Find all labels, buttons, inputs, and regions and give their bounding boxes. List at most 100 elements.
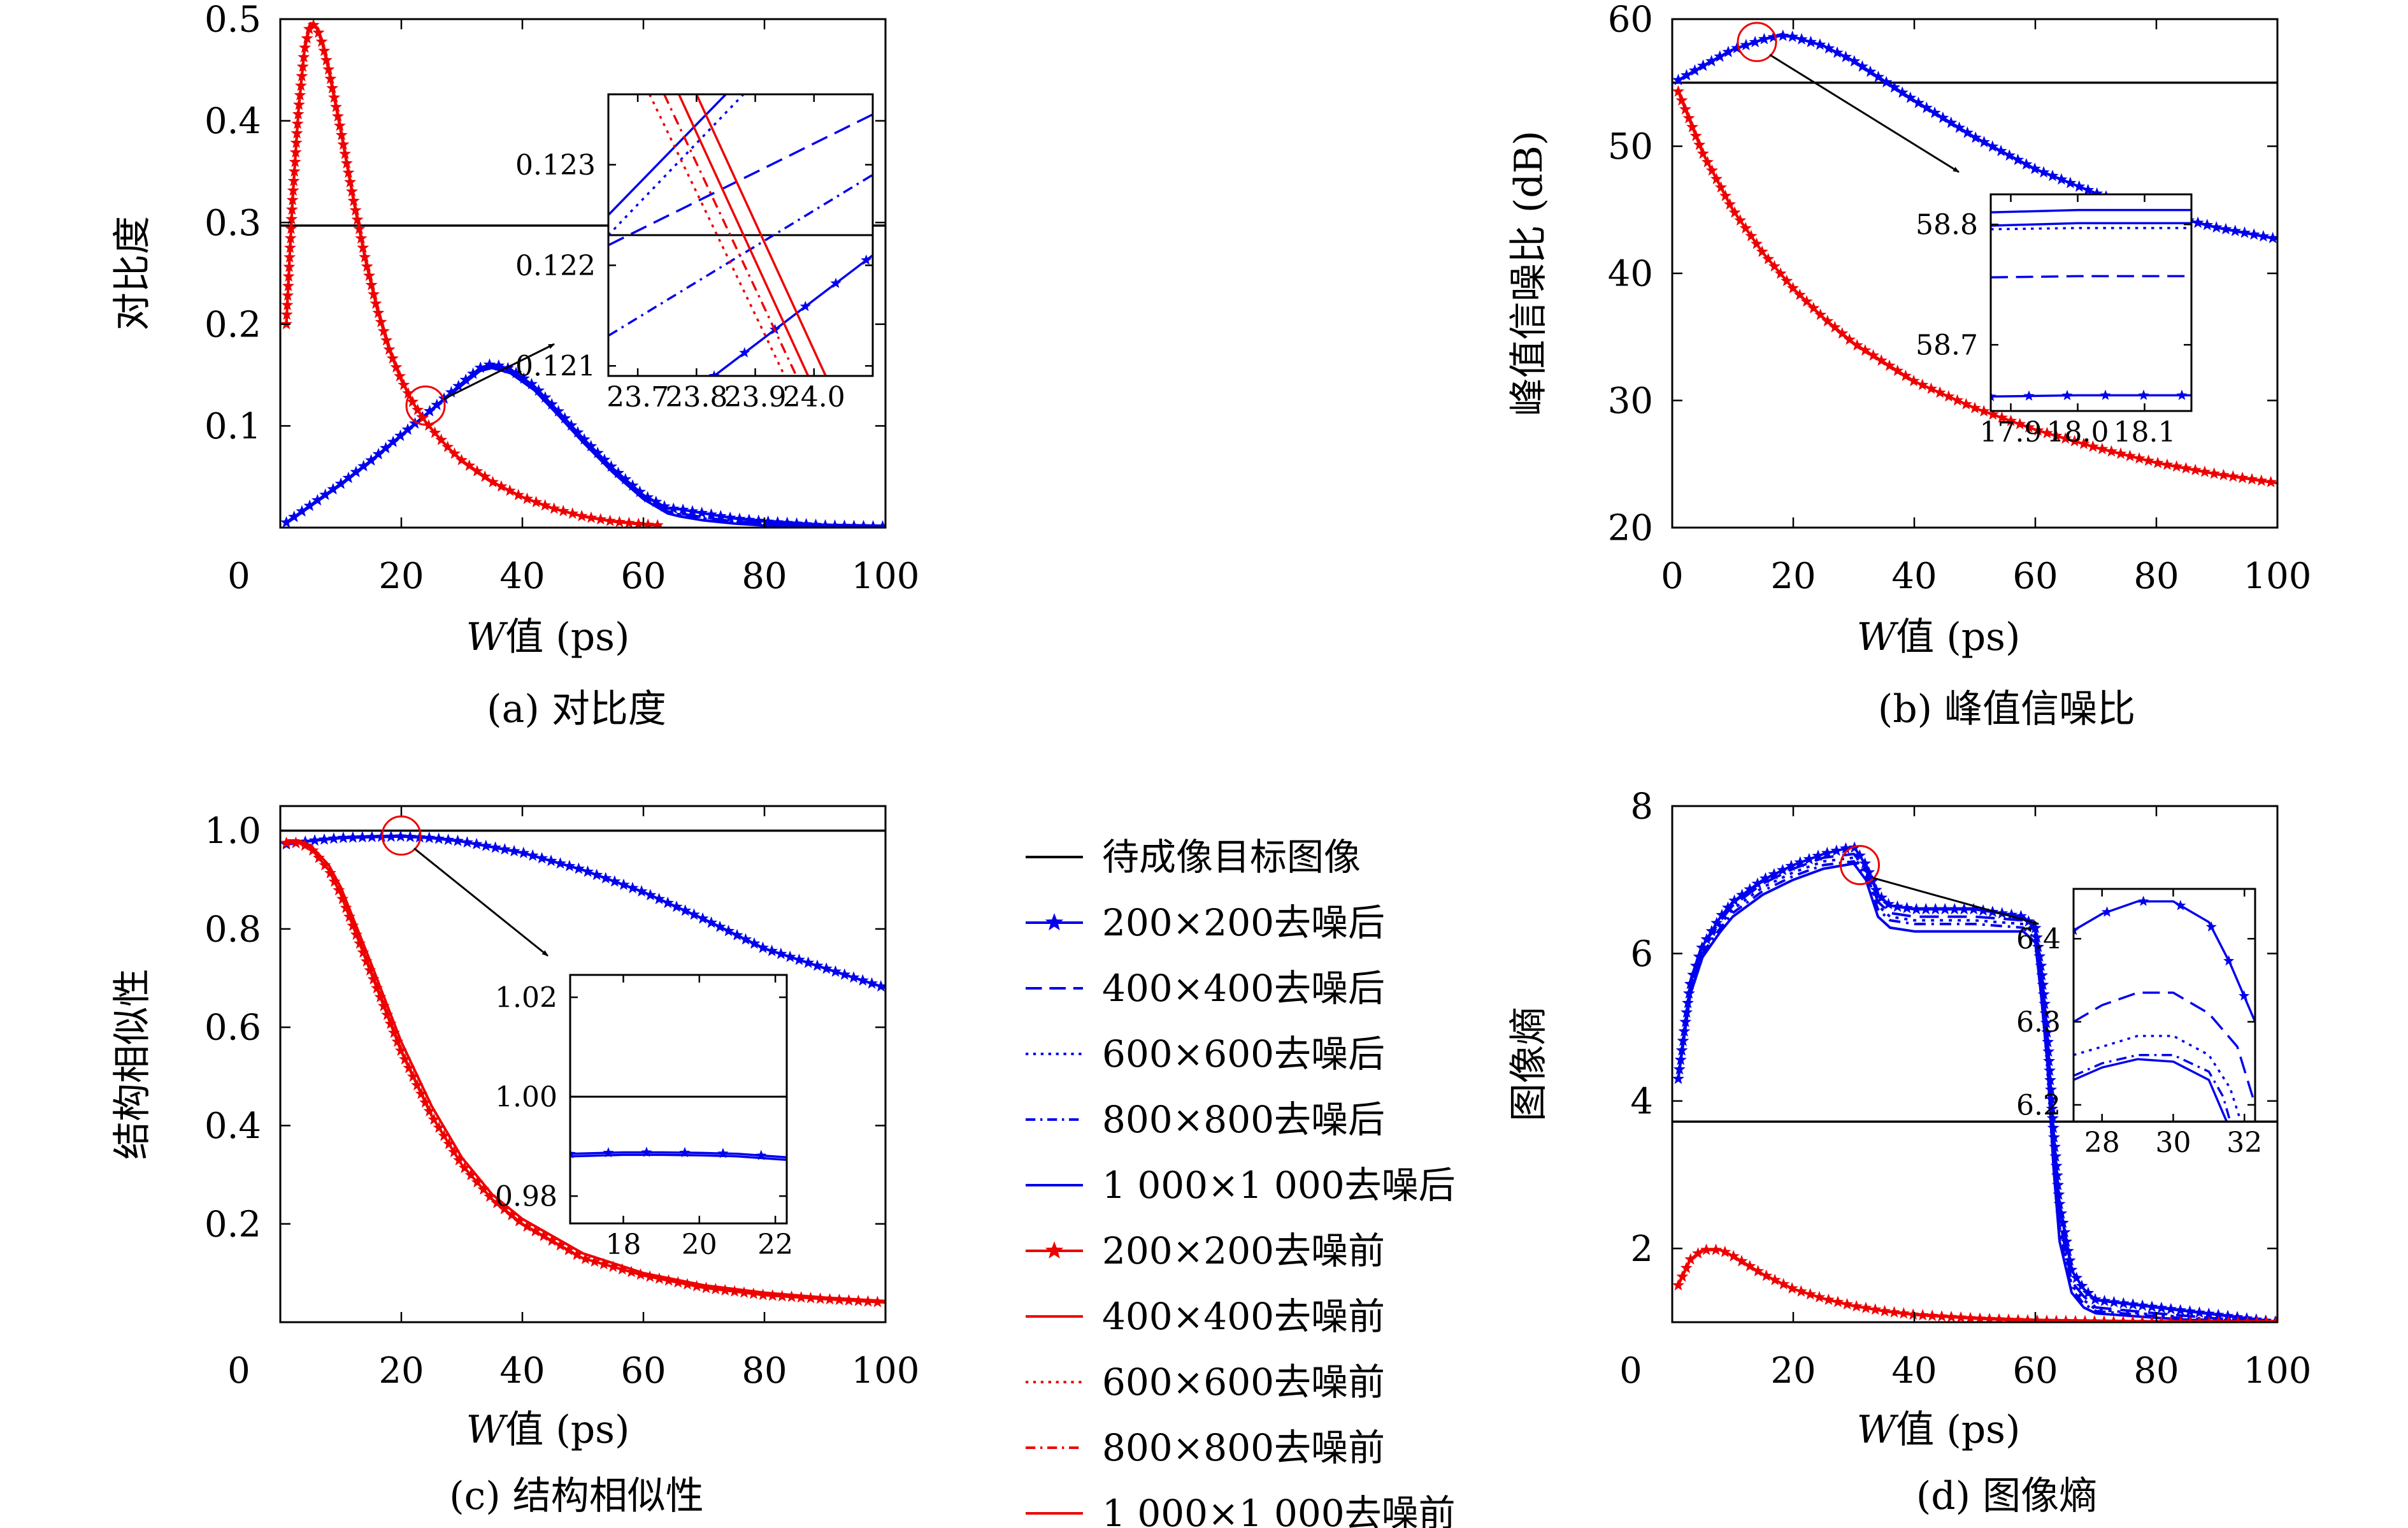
chart-c-x-tick-label: 20	[378, 1350, 424, 1392]
series-after-star-marker	[474, 361, 487, 373]
x-axis-label: W值 (ps)	[1857, 1408, 2021, 1452]
inset-series-after-star-marker	[2138, 389, 2149, 400]
inset-series-after-star-line	[570, 1151, 787, 1159]
y-axis-label: 图像熵	[1507, 1007, 1551, 1121]
inset-series-after-star-marker	[2205, 921, 2217, 932]
inset-a-y-tick-label: 0.121	[515, 350, 596, 383]
series-after-star-marker	[2063, 1254, 2076, 1266]
series-after-star-marker	[2098, 1294, 2111, 1306]
series-after-star-marker	[559, 412, 571, 424]
series-before-star-marker	[484, 1190, 496, 1202]
series-after-star-marker	[857, 519, 870, 528]
legend-item: 600×600去噪后	[1026, 1032, 1385, 1076]
series-after-star-marker	[800, 517, 813, 528]
series-after-star-marker	[2029, 921, 2042, 933]
inset-series-after-solid-line	[570, 1153, 787, 1161]
series-after-star-marker	[829, 519, 842, 528]
series-before-star-marker	[411, 1079, 424, 1091]
series-after-star-marker	[791, 517, 803, 528]
x-axis-label: W值 (ps)	[466, 1408, 630, 1452]
series-after-star-marker	[2070, 1271, 2083, 1283]
series-after-star-marker	[1696, 941, 1709, 953]
series-after-star-marker	[1803, 853, 1816, 865]
series-after-star-marker	[641, 491, 654, 503]
chart-a-x-tick-label: 0	[227, 556, 250, 597]
chart-b-y-tick-label: 30	[1608, 380, 1653, 422]
series-before-star-marker	[415, 1087, 427, 1099]
series-after-star-marker	[1839, 842, 1852, 854]
zoom-arrow	[413, 847, 548, 957]
series-after-star-marker	[1716, 909, 1728, 921]
series-after-star-marker	[1948, 903, 1961, 915]
legend-label: 800×800去噪后	[1102, 1098, 1385, 1141]
chart-d-x-tick-label: 80	[2133, 1350, 2179, 1392]
series-after-star-marker	[1821, 846, 1833, 858]
series-after-star-marker	[533, 384, 545, 396]
chart-c-frame	[279, 805, 887, 1323]
series-before-star-marker	[343, 910, 355, 922]
x-axis-label-italic: W	[466, 615, 508, 659]
series-before-star-marker	[403, 1062, 415, 1074]
series-before-star-marker	[399, 1053, 412, 1065]
series-before-star-marker	[2270, 1316, 2277, 1322]
series-after-star-marker	[2049, 1141, 2061, 1153]
series-before-star-marker	[350, 928, 362, 940]
series-after-star-marker	[696, 507, 708, 519]
series-after-star-marker	[459, 373, 472, 386]
series-after-star-marker	[2058, 1226, 2071, 1238]
series-before-star-marker	[2155, 1316, 2168, 1322]
series-after-star-marker	[658, 500, 671, 512]
inset-a-x-tick-label: 23.7	[606, 381, 669, 414]
y-axis-label: 峰值信噪比 (dB)	[1507, 131, 1551, 416]
series-before-star-marker	[2126, 1315, 2139, 1322]
series-after-star-marker	[2041, 1026, 2054, 1038]
series-before-star-marker	[433, 1121, 445, 1133]
legend-star-marker	[1045, 1241, 1064, 1259]
legend-item: 1 000×1 000去噪前	[1026, 1492, 1456, 1528]
series-after-star-marker	[2053, 1188, 2065, 1200]
series-before-star-marker	[776, 1290, 789, 1302]
series-after-star-marker	[591, 447, 604, 459]
series-before-star-marker	[2174, 1316, 2187, 1322]
series-after-star-marker	[2165, 1302, 2177, 1315]
series-after-star-marker	[1812, 849, 1824, 861]
chart-d-y-tick-label: 6	[1630, 933, 1653, 975]
chart-a-x-tick-label: 80	[742, 556, 787, 597]
x-axis-label-rest: 值 (ps)	[505, 615, 629, 659]
series-before-star-marker	[290, 836, 302, 848]
chart-d-frame	[1671, 805, 2279, 1323]
chart-a-y-tick-label: 0.3	[204, 203, 261, 244]
series-before-star-marker	[458, 1162, 471, 1174]
chart-c: 0 20 40 60 80 100 0.2 0.4 0.6 0.8 1.0 W值 (ps) 结构相似性 (…	[110, 805, 919, 1518]
series-after-star-marker	[1863, 866, 1875, 878]
series-after-dash-long-line	[1677, 853, 2277, 1322]
series-before-star-marker	[1974, 1312, 1986, 1322]
chart-d: 0 20 40 60 80 100 2 4 6 8 W值 (ps) 图像熵 (d) 图像熵 28 30 32 6…	[1507, 786, 2311, 1518]
legend-item: 1 000×1 000去噪后	[1026, 1164, 1456, 1207]
series-after-solid-line	[1677, 862, 2277, 1322]
inset-c-y-tick-label: 1.00	[495, 1081, 557, 1114]
inset-a-y-tick-label: 0.123	[515, 149, 596, 182]
series-after-star-marker	[2184, 1305, 2197, 1317]
inset-series-after-star-marker	[2061, 389, 2073, 400]
series-before-star-marker	[757, 1288, 770, 1301]
series-after-star-marker	[1891, 900, 1903, 912]
legend-label: 400×400去噪后	[1102, 967, 1385, 1010]
legend-item: 800×800去噪前	[1026, 1426, 1385, 1469]
series-after-star-marker	[483, 358, 496, 370]
series-before-star-marker	[354, 937, 366, 949]
series-before-star-marker	[367, 972, 380, 984]
series-before-star-marker	[491, 1197, 503, 1209]
panel-caption: (a) 对比度	[487, 687, 666, 732]
chart-b-y-tick-label: 60	[1608, 0, 1653, 41]
inset-d-x-tick-label: 30	[2155, 1127, 2191, 1159]
series-before-solid-line	[285, 22, 662, 527]
series-after-star-marker	[743, 514, 756, 526]
x-axis-label-rest: 值 (ps)	[1896, 615, 2020, 659]
series-before-star-marker	[2165, 1316, 2177, 1322]
series-after-star-marker	[612, 466, 624, 479]
inset-series-before-solid-line	[678, 94, 810, 376]
series-after-star-marker	[492, 359, 505, 371]
inset-d-y-tick-label: 6.2	[2016, 1089, 2061, 1121]
zoom-highlight-circle	[1840, 845, 1880, 886]
